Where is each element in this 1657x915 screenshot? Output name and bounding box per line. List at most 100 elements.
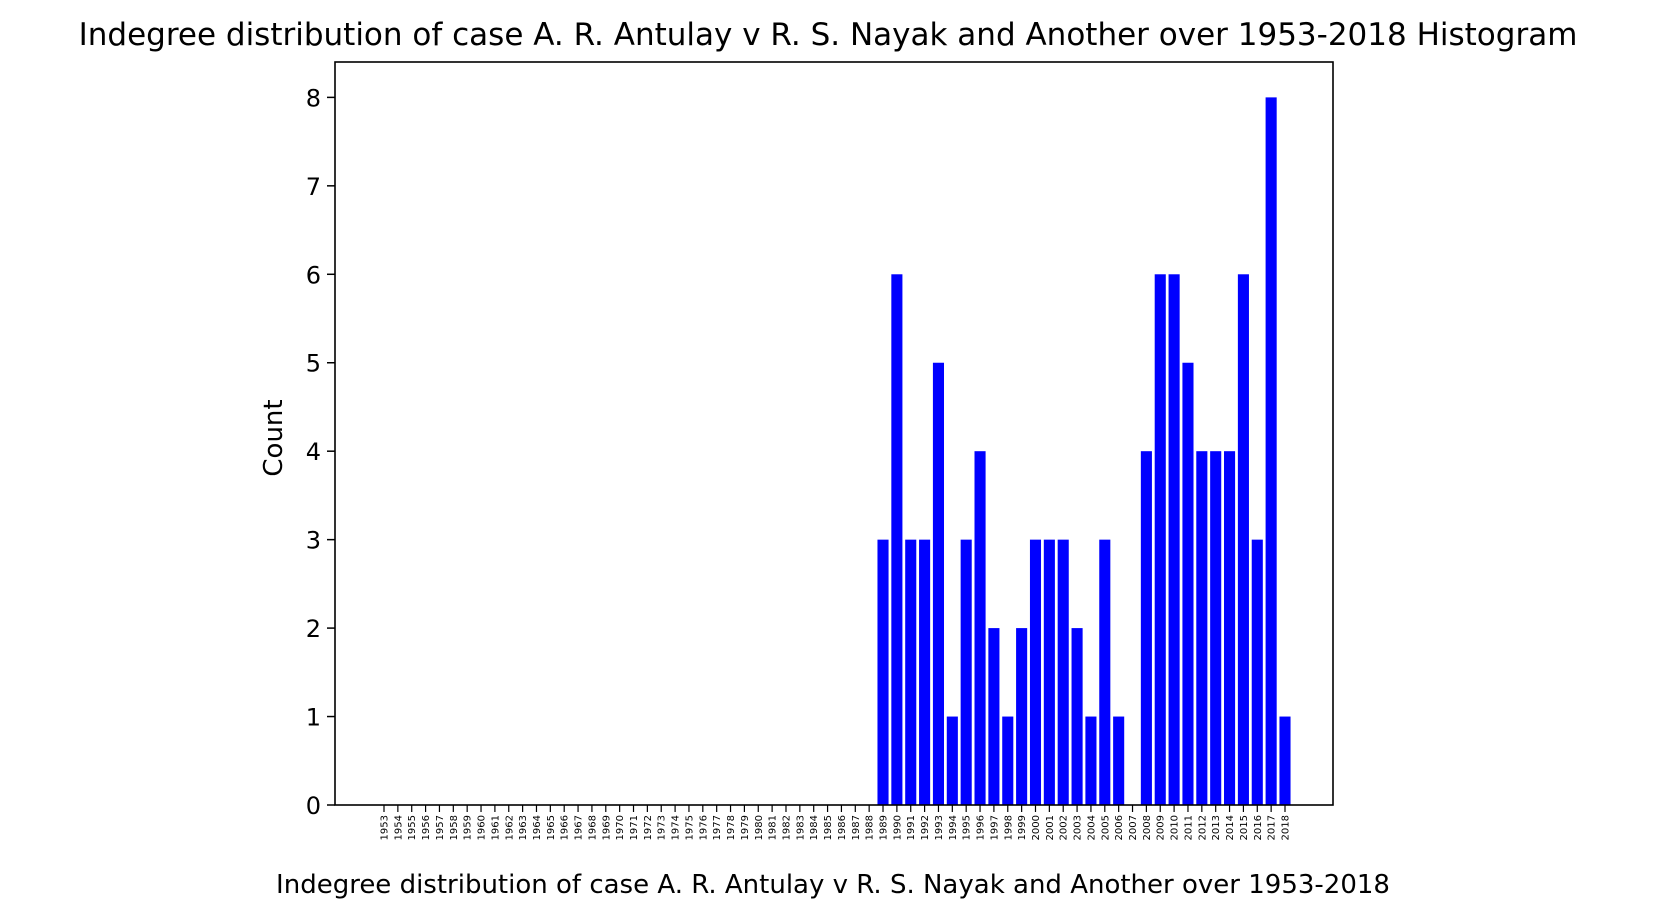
y-tick-label: 6 [306, 261, 321, 289]
y-tick-label: 4 [306, 438, 321, 466]
x-tick-label: 1983 [795, 815, 806, 840]
y-tick-label: 2 [306, 615, 321, 643]
x-tick-label: 1965 [546, 815, 557, 840]
x-tick-label: 2006 [1114, 815, 1125, 840]
x-tick-label: 1986 [837, 815, 848, 840]
x-tick-label: 2016 [1253, 815, 1264, 840]
bar-1995 [960, 539, 972, 805]
x-tick-label: 2018 [1281, 815, 1292, 840]
bar-2000 [1029, 539, 1042, 805]
bar-2008 [1140, 451, 1152, 805]
x-tick-label: 1987 [851, 815, 862, 840]
x-tick-label: 2014 [1225, 815, 1236, 840]
x-tick-label: 1954 [393, 815, 404, 840]
y-tick-label: 5 [306, 350, 321, 378]
x-tick-label: 1996 [976, 815, 987, 840]
x-tick-label: 1978 [726, 815, 737, 840]
x-tick-label: 2008 [1142, 815, 1153, 840]
x-tick-label: 2017 [1267, 815, 1278, 840]
x-tick-label: 1958 [449, 815, 460, 840]
bar-2017 [1265, 97, 1277, 805]
x-tick-label: 1959 [463, 815, 474, 840]
x-tick-label: 1972 [643, 815, 654, 840]
bar-2009 [1154, 274, 1166, 805]
x-tick-label: 1982 [781, 815, 792, 840]
x-tick-label: 2010 [1170, 815, 1181, 840]
y-tick-label: 8 [306, 84, 321, 112]
x-tick-label: 1968 [587, 815, 598, 840]
x-tick-label: 1977 [712, 815, 723, 840]
x-tick-label: 2013 [1211, 815, 1222, 840]
x-tick-label: 1971 [629, 815, 640, 840]
x-tick-label: 1976 [698, 815, 709, 840]
x-axis: 1953 1954 1955 1956 1957 1958 1959 1960 1961 1962… [380, 805, 1292, 840]
bar-2006 [1113, 716, 1125, 805]
chart-title: Indegree distribution of case A. R. Antu… [79, 17, 1578, 53]
y-tick-label: 7 [306, 173, 321, 201]
x-tick-label: 1957 [435, 815, 446, 840]
bar-1992 [919, 539, 931, 805]
bar-1990 [891, 274, 903, 805]
x-tick-label: 1994 [948, 815, 959, 840]
x-tick-label: 2005 [1100, 815, 1111, 840]
x-tick-label: 1979 [740, 815, 751, 840]
bar-2018 [1279, 716, 1291, 805]
x-tick-label: 2015 [1239, 815, 1250, 840]
x-tick-label: 1984 [809, 815, 820, 840]
x-tick-label: 1990 [892, 815, 903, 840]
bar-2002 [1057, 539, 1069, 805]
bar-2014 [1224, 451, 1236, 805]
y-axis: 0 1 2 3 4 5 6 7 8 [306, 84, 335, 820]
x-tick-label: 2004 [1086, 815, 1097, 840]
x-tick-label: 1970 [615, 815, 626, 840]
bar-2003 [1071, 628, 1083, 805]
bar-2012 [1196, 451, 1208, 805]
bar-2005 [1099, 539, 1111, 805]
bar-1999 [1016, 628, 1028, 805]
x-tick-label: 2009 [1156, 815, 1167, 840]
x-tick-label: 1997 [989, 815, 1000, 840]
x-tick-label: 1962 [504, 815, 515, 840]
x-tick-label: 1966 [560, 815, 571, 840]
x-tick-label: 1992 [920, 815, 931, 840]
x-tick-label: 1967 [574, 815, 585, 840]
plot-frame [334, 61, 1334, 806]
x-tick-label: 2001 [1045, 815, 1056, 840]
x-tick-label: 1953 [380, 815, 391, 840]
bar-2013 [1210, 451, 1222, 805]
bar-1994 [946, 716, 958, 805]
x-tick-label: 1973 [657, 815, 668, 840]
x-tick-label: 1960 [477, 815, 488, 840]
bar-2001 [1043, 539, 1055, 805]
x-tick-label: 2007 [1128, 815, 1139, 840]
x-tick-label: 1995 [962, 815, 973, 840]
x-tick-label: 1991 [906, 815, 917, 840]
x-tick-label: 1956 [421, 815, 432, 840]
x-tick-label: 2002 [1059, 815, 1070, 840]
x-tick-label: 1975 [684, 815, 695, 840]
y-tick-label: 1 [306, 704, 321, 732]
bar-1996 [974, 451, 986, 805]
x-tick-label: 1980 [754, 815, 765, 840]
y-axis-label: Count [259, 399, 289, 476]
x-tick-label: 1964 [532, 815, 543, 840]
x-tick-label: 2011 [1183, 815, 1194, 840]
x-tick-label: 2012 [1197, 815, 1208, 840]
bar-2016 [1251, 539, 1263, 805]
x-tick-label: 1988 [865, 815, 876, 840]
x-tick-label: 1989 [879, 815, 890, 840]
bar-2011 [1182, 362, 1194, 805]
x-tick-label: 2003 [1073, 815, 1084, 840]
bar-2010 [1168, 274, 1180, 805]
x-tick-label: 1961 [490, 815, 501, 840]
y-tick-label: 3 [306, 527, 321, 555]
bar-2004 [1085, 716, 1097, 805]
x-tick-label: 1974 [671, 815, 682, 840]
x-tick-label: 1998 [1003, 815, 1014, 840]
bar-1998 [1002, 716, 1014, 805]
x-tick-label: 1969 [601, 815, 612, 840]
bar-1997 [988, 628, 1000, 805]
x-tick-label: 1955 [407, 815, 418, 840]
x-tick-label: 1999 [1017, 815, 1028, 840]
